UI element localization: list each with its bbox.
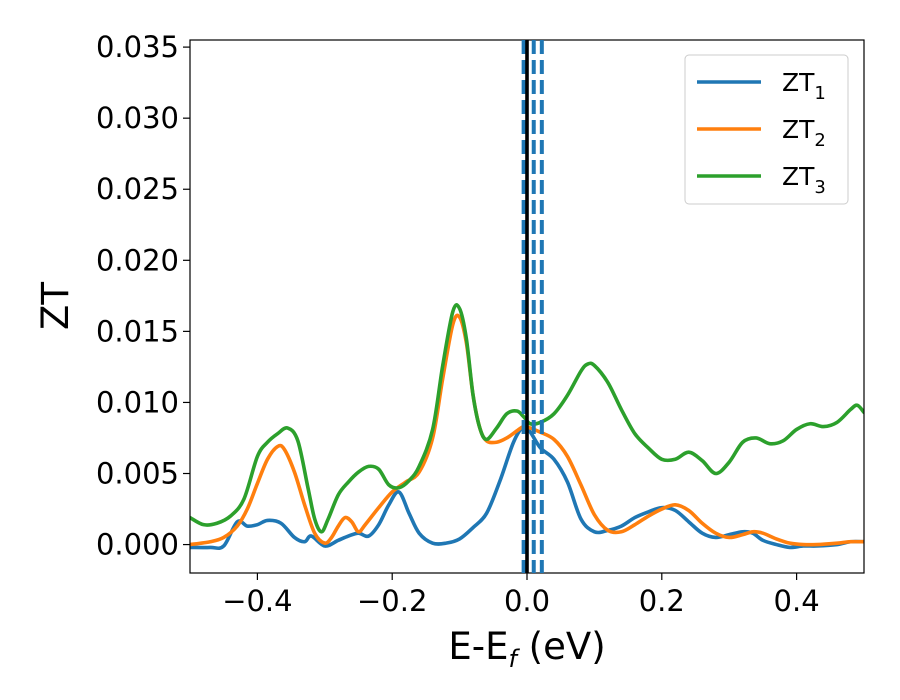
legend-label-zt3: ZT3: [782, 162, 826, 198]
x-tick-label: −0.2: [357, 584, 427, 618]
y-tick-label: 0.025: [96, 172, 179, 206]
y-tick-label: 0.005: [96, 457, 179, 491]
y-axis-ticks: 0.000 0.005 0.010 0.015 0.020 0.025 0.030 0.035: [96, 30, 190, 562]
x-tick-label: 0.0: [504, 584, 550, 618]
x-tick-label: −0.4: [222, 584, 292, 618]
y-tick-label: 0.015: [96, 314, 179, 348]
series-line-zt1: [190, 424, 864, 551]
y-tick-label: 0.035: [96, 30, 179, 64]
y-tick-label: 0.010: [96, 385, 179, 419]
y-tick-label: 0.030: [96, 101, 179, 135]
legend-box: [684, 54, 849, 205]
x-axis-ticks: −0.4 −0.2 0.0 0.2 0.4: [222, 573, 820, 618]
y-tick-label: 0.020: [96, 243, 179, 277]
legend-label-zt2: ZT2: [782, 115, 826, 151]
x-tick-label: 0.4: [774, 584, 820, 618]
y-tick-label: 0.000: [96, 528, 179, 562]
legend: ZT1 ZT2 ZT3: [684, 54, 849, 205]
legend-label-zt1: ZT1: [782, 68, 826, 104]
y-axis-title: ZT: [34, 282, 77, 330]
x-axis-title: E-Ef (eV): [448, 625, 605, 673]
series-line-zt3: [190, 303, 864, 534]
x-tick-label: 0.2: [639, 584, 685, 618]
vertical-reference-lines: [521, 40, 544, 573]
series-lines: [190, 303, 864, 551]
